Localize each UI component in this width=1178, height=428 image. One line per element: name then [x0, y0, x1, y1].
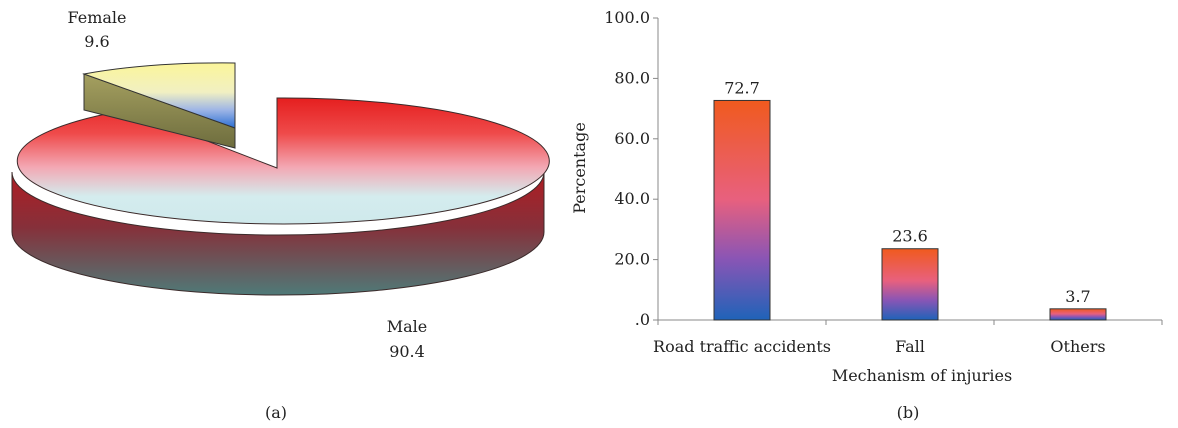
y-ticks: .0 20.0 40.0 60.0 80.0 100.0 — [604, 8, 658, 329]
y-tick-label: 60.0 — [614, 129, 650, 148]
bar-road-traffic-accidents — [713, 99, 771, 321]
bar-chart: .0 20.0 40.0 60.0 80.0 100.0 72.7 23.6 3.7 Road… — [570, 8, 1163, 422]
x-tick-marks — [657, 320, 1163, 325]
panel-label-a: (a) — [265, 403, 287, 422]
data-label: 72.7 — [724, 78, 760, 97]
pie-slice-male-side — [11, 171, 545, 296]
pie-value-female: 9.6 — [84, 32, 109, 51]
data-label: 23.6 — [892, 227, 928, 246]
pie-label-female: Female — [68, 8, 127, 27]
pie-label-male: Male — [387, 317, 428, 336]
bars: 72.7 23.6 3.7 — [713, 78, 1107, 321]
pie-slice-male — [16, 97, 550, 225]
x-axis-label: Mechanism of injuries — [832, 366, 1012, 385]
x-tick-label: Fall — [895, 337, 925, 356]
x-tick-label: Road traffic accidents — [653, 337, 831, 356]
bar-others — [1049, 308, 1107, 321]
bar-fall — [881, 248, 939, 321]
y-axis-label: Percentage — [570, 122, 589, 214]
y-tick-label: 80.0 — [614, 68, 650, 87]
y-tick-label: 20.0 — [614, 250, 650, 269]
pie-chart: Female 9.6 Male 90.4 (a) — [11, 8, 550, 422]
data-label: 3.7 — [1065, 287, 1090, 306]
pie-slice-female — [82, 62, 236, 129]
y-tick-label: 40.0 — [614, 189, 650, 208]
x-tick-labels: Road traffic accidents Fall Others — [653, 337, 1106, 356]
pie-value-male: 90.4 — [389, 342, 425, 361]
y-tick-label: .0 — [635, 310, 650, 329]
panel-label-b: (b) — [897, 403, 920, 422]
y-tick-label: 100.0 — [604, 8, 650, 27]
x-tick-label: Others — [1050, 337, 1105, 356]
